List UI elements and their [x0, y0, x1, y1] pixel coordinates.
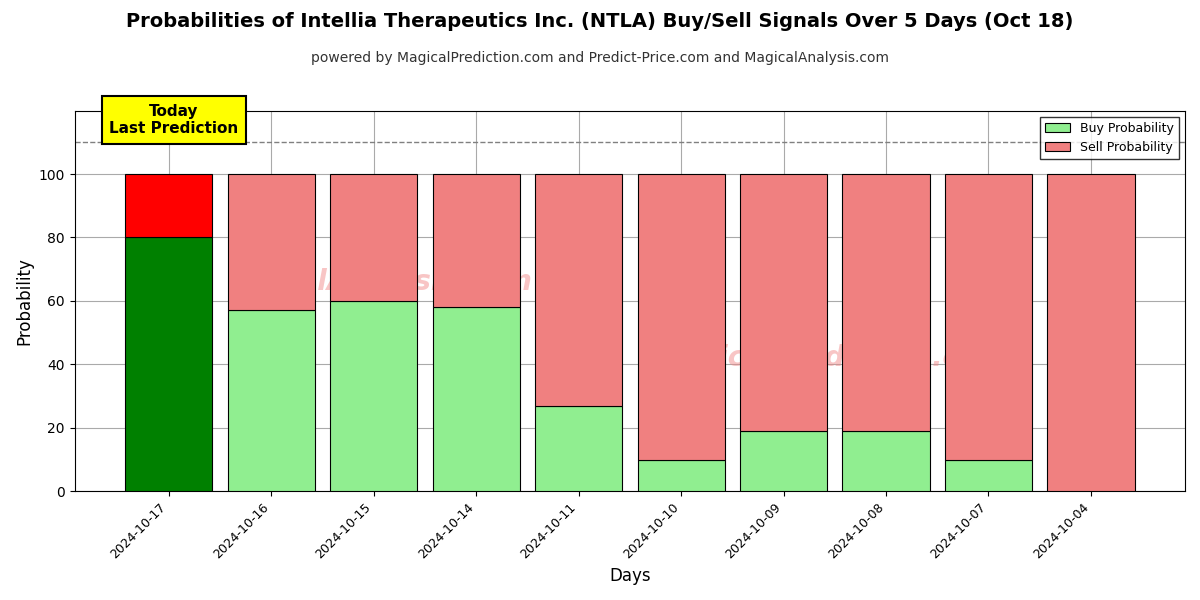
Text: Probabilities of Intellia Therapeutics Inc. (NTLA) Buy/Sell Signals Over 5 Days : Probabilities of Intellia Therapeutics I…: [126, 12, 1074, 31]
Bar: [944, 460, 1032, 491]
X-axis label: Days: Days: [610, 567, 650, 585]
Bar: [1048, 174, 1134, 491]
Bar: [944, 174, 1032, 460]
Bar: [330, 301, 418, 491]
Bar: [432, 174, 520, 307]
Legend: Buy Probability, Sell Probability: Buy Probability, Sell Probability: [1040, 117, 1178, 159]
Bar: [637, 174, 725, 460]
Bar: [125, 174, 212, 238]
Bar: [330, 174, 418, 301]
Text: calAnalysis.com: calAnalysis.com: [283, 268, 533, 296]
Text: Today
Last Prediction: Today Last Prediction: [109, 104, 239, 136]
Bar: [125, 238, 212, 491]
Text: powered by MagicalPrediction.com and Predict-Price.com and MagicalAnalysis.com: powered by MagicalPrediction.com and Pre…: [311, 51, 889, 65]
Bar: [637, 460, 725, 491]
Bar: [228, 174, 314, 310]
Bar: [228, 310, 314, 491]
Y-axis label: Probability: Probability: [16, 257, 34, 345]
Bar: [432, 307, 520, 491]
Bar: [740, 174, 827, 431]
Bar: [842, 431, 930, 491]
Bar: [740, 431, 827, 491]
Text: MagicalPrediction.com: MagicalPrediction.com: [652, 344, 1007, 372]
Bar: [842, 174, 930, 431]
Bar: [535, 406, 622, 491]
Bar: [535, 174, 622, 406]
